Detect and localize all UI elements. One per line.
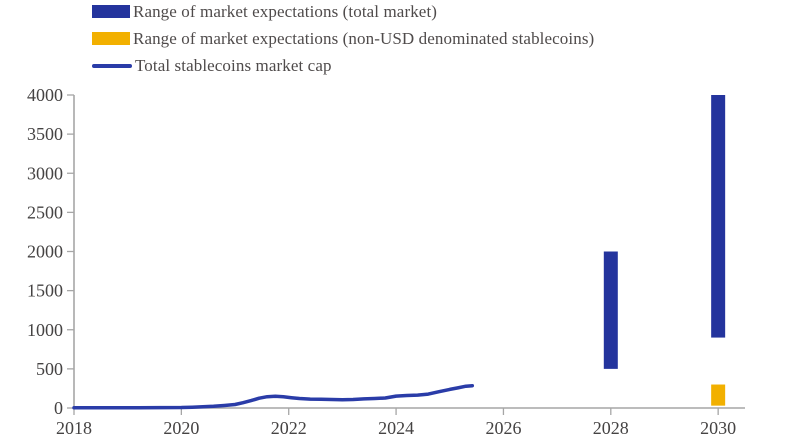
- range-bar-2030: [711, 384, 726, 406]
- x-tick-label: 2026: [485, 418, 521, 438]
- legend-label: Range of market expectations (non-USD de…: [133, 28, 595, 48]
- x-tick-label: 2028: [593, 418, 629, 438]
- y-tick-label: 2500: [27, 202, 63, 222]
- x-tick-label: 2024: [378, 418, 414, 438]
- x-tick-label: 2022: [271, 418, 307, 438]
- range-bar-2030: [711, 95, 726, 338]
- y-tick-label: 500: [36, 359, 63, 379]
- legend-range-non-usd-swatch: [92, 32, 130, 45]
- legend-range-total-market-swatch: [92, 5, 130, 18]
- legend-range-total-market: Range of market expectations (total mark…: [92, 0, 594, 25]
- legend-range-non-usd: Range of market expectations (non-USD de…: [92, 25, 594, 52]
- x-tick-label: 2018: [56, 418, 92, 438]
- legend-total-market-cap-swatch: [92, 63, 132, 68]
- y-tick-label: 1000: [27, 320, 63, 340]
- y-tick-label: 3000: [27, 163, 63, 183]
- y-tick-label: 2000: [27, 242, 63, 262]
- y-tick-label: 0: [54, 398, 63, 418]
- y-tick-label: 1500: [27, 281, 63, 301]
- x-tick-label: 2020: [163, 418, 199, 438]
- market-cap-line: [72, 383, 475, 410]
- range-bar-2028: [603, 251, 618, 369]
- legend-label: Range of market expectations (total mark…: [133, 1, 438, 21]
- x-tick-label: 2030: [700, 418, 736, 438]
- legend-total-market-cap: Total stablecoins market cap: [92, 52, 594, 79]
- chart-legend: Range of market expectations (total mark…: [92, 0, 594, 79]
- y-tick-label: 3500: [27, 124, 63, 144]
- y-tick-label: 4000: [27, 85, 63, 105]
- legend-label: Total stablecoins market cap: [135, 55, 332, 75]
